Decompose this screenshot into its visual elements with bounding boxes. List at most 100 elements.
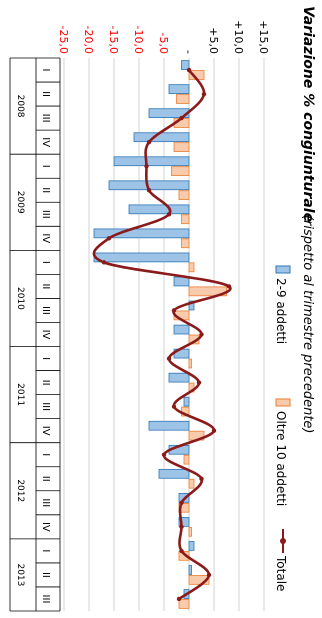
y-tick-label: +5,0 — [207, 27, 220, 54]
x-tick-label: III — [40, 306, 51, 315]
point-totale — [101, 260, 107, 265]
x-tick-label: II — [40, 572, 51, 578]
point-totale — [199, 476, 204, 481]
y-tick-label: -20,0 — [82, 26, 95, 54]
bar-2-9-addetti — [183, 396, 190, 407]
y-tick-label: -25,0 — [57, 26, 70, 54]
point-totale — [171, 308, 177, 313]
x-tick-label: IV — [40, 426, 51, 436]
line-totale — [92, 69, 232, 601]
bar-oltre-10-addetti — [178, 550, 190, 561]
y-tick-label: -15,0 — [107, 26, 120, 54]
x-tick-label: III — [40, 114, 51, 123]
y-tick-label: -10,0 — [132, 26, 145, 54]
bar-2-9-addetti — [113, 156, 190, 167]
bar-2-9-addetti — [133, 132, 190, 143]
bar-2-9-addetti — [168, 84, 190, 94]
point-totale — [199, 332, 204, 337]
legend-marker-totale — [280, 538, 286, 544]
point-totale — [166, 212, 172, 217]
point-totale — [176, 596, 182, 602]
bar-2-9-addetti — [93, 228, 190, 239]
x-tick-label: IV — [40, 330, 51, 340]
chart-subtitle: (rispetto al trimestre precedente) — [300, 215, 315, 434]
x-tick-label: II — [40, 476, 51, 482]
bar-oltre-10-addetti — [181, 214, 190, 225]
y-tick-label: - — [182, 50, 195, 54]
bar-oltre-10-addetti — [188, 358, 192, 369]
x-tick-label: II — [40, 91, 51, 97]
legend-swatch-2-9-addetti — [275, 265, 291, 274]
y-tick-label: -5,0 — [157, 33, 170, 54]
bar-2-9-addetti — [188, 565, 192, 575]
y-tick-label: +15,0 — [257, 20, 270, 54]
x-tick-label: II — [40, 380, 51, 386]
year-label: 2012 — [15, 479, 25, 502]
point-totale — [146, 188, 152, 193]
bar-2-9-addetti — [93, 252, 190, 263]
bar-oltre-10-addetti — [183, 454, 190, 465]
point-totale — [144, 163, 149, 169]
point-totale — [196, 380, 202, 385]
point-totale — [179, 548, 184, 554]
x-tick-label: II — [40, 283, 51, 289]
x-tick-label: IV — [40, 233, 51, 243]
legend-label-2-9-addetti: 2-9 addetti — [274, 278, 288, 344]
bar-oltre-10-addetti — [171, 166, 190, 176]
plot-area: +15,0 +10,0 +5,0 - -5,0 -10,0 -15,0 -20,0 -25,0 I… — [9, 20, 270, 612]
point-totale — [146, 139, 152, 145]
bar-oltre-10-addetti — [176, 94, 190, 104]
bar-2-9-addetti — [148, 420, 190, 431]
x-tick-label: I — [40, 357, 51, 360]
point-totale — [166, 356, 172, 361]
point-totale — [211, 428, 217, 433]
x-tick-label: II — [40, 187, 51, 193]
legend-label-oltre-10-addetti: Oltre 10 addetti — [274, 411, 288, 506]
bar-2-9-addetti — [188, 541, 195, 551]
legend: 2-9 addetti Oltre 10 addetti Totale — [274, 265, 291, 591]
point-totale — [206, 572, 212, 578]
bar-2-9-addetti — [168, 372, 190, 383]
bar-oltre-10-addetti — [181, 238, 190, 249]
x-tick-label: I — [40, 261, 51, 264]
bar-oltre-10-addetti — [178, 190, 190, 201]
bar-2-9-addetti — [128, 204, 190, 215]
year-label: 2011 — [15, 383, 25, 406]
x-tick-label: III — [40, 595, 51, 604]
point-totale — [201, 91, 207, 97]
point-totale — [179, 524, 184, 530]
point-totale — [171, 404, 177, 409]
x-tick-label: III — [40, 498, 51, 507]
point-totale — [186, 67, 192, 73]
year-label: 2010 — [15, 287, 25, 310]
x-tick-label: I — [40, 69, 51, 72]
x-tick-label: III — [40, 402, 51, 411]
x-tick-label: I — [40, 549, 51, 552]
chart-title: Variazione % congiunturale — [300, 6, 316, 222]
x-tick-label: I — [40, 165, 51, 168]
bar-oltre-10-addetti — [188, 478, 195, 489]
x-tick-label: IV — [40, 522, 51, 532]
point-totale — [226, 284, 232, 289]
point-totale — [161, 452, 167, 457]
year-label: 2009 — [15, 191, 25, 214]
point-totale — [179, 500, 184, 506]
legend-swatch-oltre-10-addetti — [275, 398, 291, 407]
y-tick-label: +10,0 — [232, 20, 245, 54]
bar-oltre-10-addetti — [188, 262, 195, 273]
bar-oltre-10-addetti — [173, 142, 190, 152]
x-tick-label: I — [40, 453, 51, 456]
point-totale — [106, 236, 112, 241]
x-tick-label: IV — [40, 137, 51, 147]
bar-2-9-addetti — [173, 324, 190, 335]
year-label: 2008 — [15, 95, 25, 118]
year-label: 2013 — [15, 563, 25, 586]
point-totale — [179, 115, 184, 121]
bar-2-9-addetti — [158, 468, 190, 479]
x-tick-label: III — [40, 210, 51, 219]
bar-oltre-10-addetti — [188, 526, 192, 537]
bar-oltre-10-addetti — [178, 599, 190, 609]
legend-label-totale: Totale — [274, 555, 288, 591]
bar-2-9-addetti — [181, 60, 190, 70]
